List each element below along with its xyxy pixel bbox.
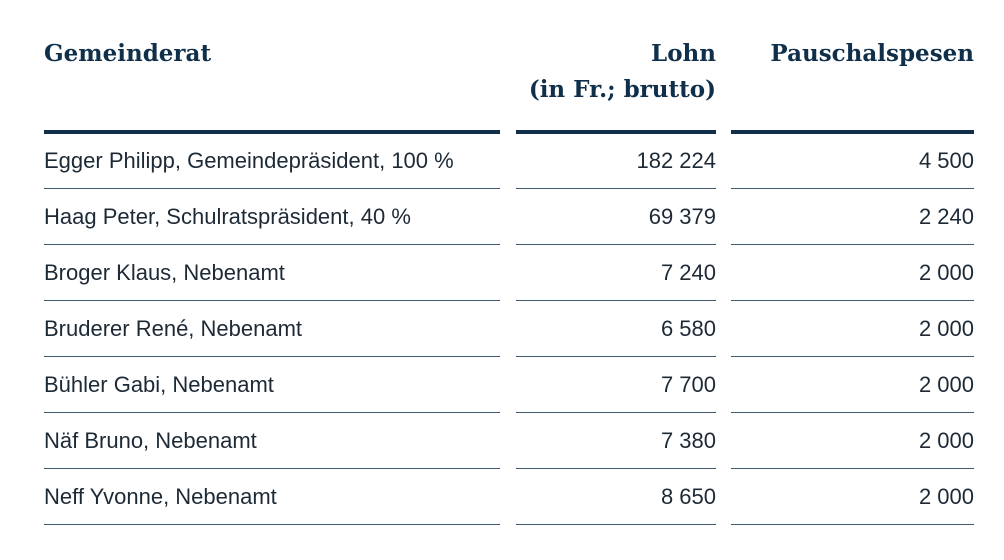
row-rule [44, 188, 500, 189]
row-rule [44, 524, 500, 525]
row-rule [44, 300, 500, 301]
table-cell: Broger Klaus, Nebenamt [44, 260, 285, 285]
table-cell: Bühler Gabi, Nebenamt [44, 372, 274, 397]
table-cell: 8 650 [660, 484, 716, 509]
table-cell: 7 240 [660, 260, 716, 285]
row-rule [731, 356, 974, 357]
row-rule [731, 524, 974, 525]
header-cell: Gemeinderat [44, 40, 212, 67]
row-rule [44, 244, 500, 245]
row-rule [516, 244, 716, 245]
table-cell: 6 580 [660, 316, 716, 341]
table-cell: 7 380 [660, 428, 716, 453]
header-cell: Lohn (in Fr.; brutto) [528, 40, 716, 103]
table-cell: 69 379 [648, 204, 716, 229]
row-rule [516, 188, 716, 189]
table-cell: Haag Peter, Schulratspräsident, 40 % [44, 204, 411, 229]
table-cell: Neff Yvonne, Nebenamt [44, 484, 277, 509]
table-cell: Egger Philipp, Gemeindepräsident, 100 % [44, 148, 454, 173]
row-rule [516, 412, 716, 413]
header-rule [44, 130, 500, 134]
table-cell: 2 000 [918, 484, 974, 509]
row-rule [44, 412, 500, 413]
row-rule [44, 468, 500, 469]
row-rule [731, 300, 974, 301]
table-cell: 4 500 [918, 148, 974, 173]
table-cell: 7 700 [660, 372, 716, 397]
row-rule [731, 412, 974, 413]
row-rule [516, 300, 716, 301]
header-cell: Pauschalspesen [770, 40, 974, 67]
row-rule [731, 188, 974, 189]
table-cell: 2 000 [918, 316, 974, 341]
table-cell: 2 240 [918, 204, 974, 229]
table-cell: 2 000 [918, 260, 974, 285]
row-rule [44, 356, 500, 357]
table-cell: Bruderer René, Nebenamt [44, 316, 303, 341]
header-rule [731, 130, 974, 134]
table-cell: 2 000 [918, 372, 974, 397]
table-cell: 182 224 [636, 148, 716, 173]
header-rule [516, 130, 716, 134]
row-rule [731, 244, 974, 245]
table-cell: Näf Bruno, Nebenamt [44, 428, 257, 453]
row-rule [731, 468, 974, 469]
row-rule [516, 524, 716, 525]
row-rule [516, 468, 716, 469]
table-cell: 2 000 [918, 428, 974, 453]
row-rule [516, 356, 716, 357]
